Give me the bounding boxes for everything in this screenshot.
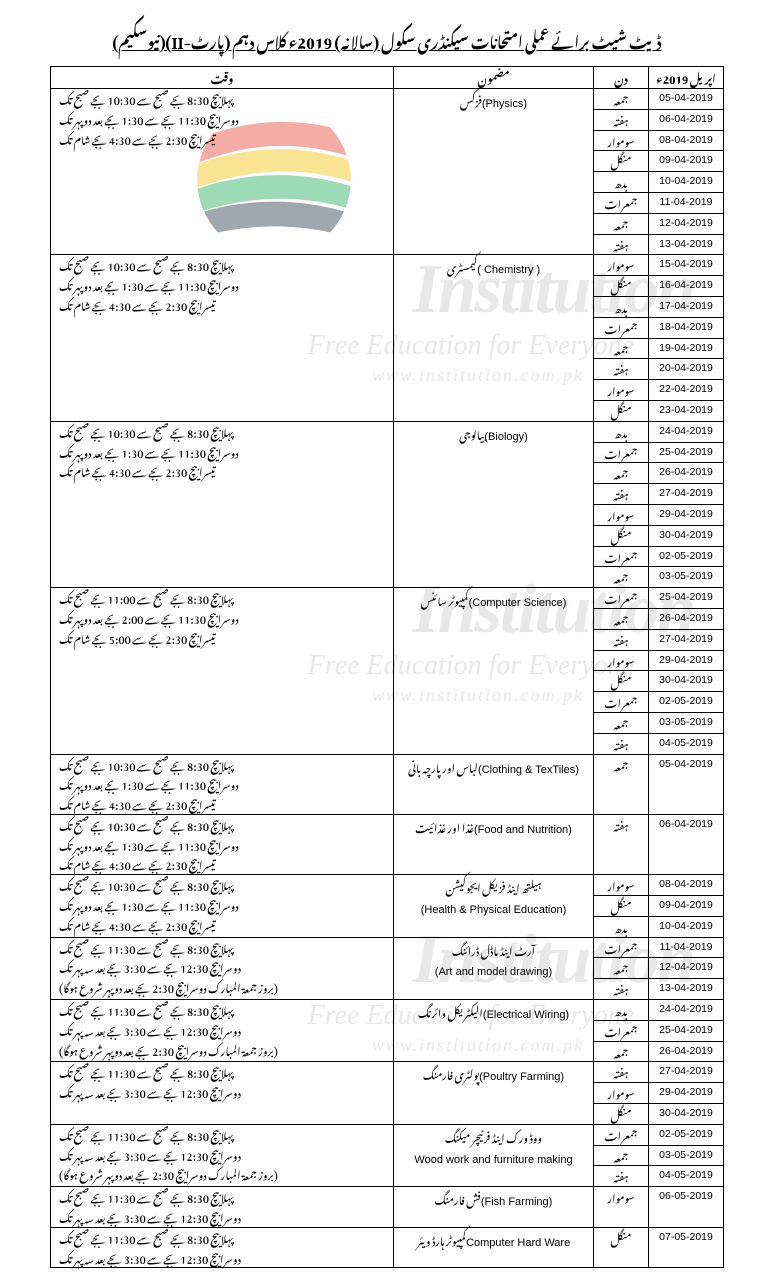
date-cell: 09-04-2019 [649,896,724,917]
time-cell: پہلا بیچ 8:30 بجے صبح سے 10:30 بجے صبح ت… [51,754,394,814]
date-cell: 07-05-2019 [649,1227,724,1268]
date-cell: 06-04-2019 [649,109,724,130]
day-cell: سوموار [594,1187,649,1228]
table-row: 07-05-2019منگلکمپیوٹر ہارڈ ویئرComputer … [51,1227,724,1268]
time-cell: پہلا بیچ 8:30 بجے صبح سے 11:30 بجے صبح ت… [51,1062,394,1124]
date-cell: 20-04-2019 [649,359,724,380]
date-cell: 12-04-2019 [649,958,724,979]
date-cell: 10-04-2019 [649,916,724,937]
date-cell: 05-04-2019 [649,89,724,110]
date-cell: 05-04-2019 [649,754,724,814]
date-cell: 09-04-2019 [649,151,724,172]
date-cell: 03-05-2019 [649,567,724,588]
table-row: 05-04-2019جمعہلباس اور پارچہ بانی(Clothi… [51,754,724,814]
date-cell: 08-04-2019 [649,130,724,151]
subject-cell: لباس اور پارچہ بانی(Clothing & TexTiles) [394,754,594,814]
time-cell: پہلا بیچ 8:30 بجے صبح سے 11:30 بجے صبح ت… [51,1000,394,1062]
date-cell: 30-04-2019 [649,1104,724,1125]
time-cell: پہلا بیچ 8:30 بجے صبح سے 11:30 بجے صبح ت… [51,1187,394,1228]
date-cell: 12-04-2019 [649,213,724,234]
subject-cell: کمپیوٹر ہارڈ ویئرComputer Hard Ware [394,1227,594,1268]
date-cell: 10-04-2019 [649,172,724,193]
date-cell: 02-05-2019 [649,1124,724,1145]
date-cell: 16-04-2019 [649,276,724,297]
col-subject: مضمون [394,67,594,89]
date-cell: 26-04-2019 [649,1041,724,1062]
date-cell: 24-04-2019 [649,1000,724,1021]
date-cell: 03-05-2019 [649,712,724,733]
date-cell: 15-04-2019 [649,255,724,276]
date-cell: 18-04-2019 [649,317,724,338]
page-title: ڈیٹ شیٹ برائے عملی امتحانات سیکنڈری سکول… [50,20,724,58]
date-cell: 25-04-2019 [649,1020,724,1041]
date-cell: 06-05-2019 [649,1187,724,1228]
subject-cell: کمپیوٹر سائنس(Computer Science) [394,588,594,754]
date-cell: 30-04-2019 [649,525,724,546]
subject-cell: فزکس(Physics) [394,89,594,255]
time-cell: پہلا بیچ 8:30 بجے صبح سے 10:30 بجے صبح ت… [51,875,394,937]
date-cell: 24-04-2019 [649,421,724,442]
date-cell: 27-04-2019 [649,629,724,650]
subject-cell: ہیلتھ اینڈ فزیکل ایجوکیشن(Health & Physi… [394,875,594,937]
subject-cell: آرٹ اینڈ ماڈل ڈرائنگ(Art and model drawi… [394,937,594,999]
day-cell: منگل [594,1227,649,1268]
subject-cell: کیمسٹری( Chemistry ) [394,255,594,421]
date-cell: 26-04-2019 [649,463,724,484]
date-cell: 02-05-2019 [649,692,724,713]
datesheet-table: اپریل 2019ء دن مضمون وقت 05-04-2019جمعہف… [50,66,724,1268]
date-cell: 04-05-2019 [649,733,724,754]
time-cell: پہلا بیچ 8:30 بجے صبح سے 11:30 بجے صبح ت… [51,937,394,999]
date-cell: 29-04-2019 [649,1083,724,1104]
date-cell: 25-04-2019 [649,442,724,463]
subject-cell: پولٹری فارمنگ(Poultry Farming) [394,1062,594,1124]
subject-cell: غذا اور غذائیت(Food and Nutrition) [394,814,594,874]
month-header: اپریل 2019ء [649,67,724,89]
date-cell: 23-04-2019 [649,400,724,421]
date-cell: 27-04-2019 [649,1062,724,1083]
time-cell: پہلا بیچ 8:30 بجے صبح سے 11:30 بجے صبح ت… [51,1124,394,1186]
date-cell: 19-04-2019 [649,338,724,359]
date-cell: 11-04-2019 [649,192,724,213]
day-cell: ہفتہ [594,814,649,874]
date-cell: 17-04-2019 [649,296,724,317]
subject-cell: فش فارمنگ(Fish Farming) [394,1187,594,1228]
date-cell: 22-04-2019 [649,380,724,401]
time-cell: پہلا بیچ 8:30 بجے صبح سے 10:30 بجے صبح ت… [51,255,394,421]
time-cell: پہلا بیچ 8:30 بجے صبح سے 10:30 بجے صبح ت… [51,814,394,874]
date-cell: 08-04-2019 [649,875,724,896]
date-cell: 06-04-2019 [649,814,724,874]
date-cell: 11-04-2019 [649,937,724,958]
date-cell: 30-04-2019 [649,671,724,692]
date-cell: 02-05-2019 [649,546,724,567]
date-cell: 29-04-2019 [649,504,724,525]
time-cell: پہلا بیچ 8:30 بجے صبح سے 11:00 بجے صبح ت… [51,588,394,754]
date-cell: 29-04-2019 [649,650,724,671]
date-cell: 25-04-2019 [649,588,724,609]
subject-cell: بیالوجی(Biology) [394,421,594,587]
time-cell: پہلا بیچ 8:30 بجے صبح سے 11:30 بجے صبح ت… [51,1227,394,1268]
time-cell: پہلا بیچ 8:30 بجے صبح سے 10:30 بجے صبح ت… [51,89,394,255]
subject-cell: الیکٹریکل وائرنگ(Electrical Wiring) [394,1000,594,1062]
date-cell: 03-05-2019 [649,1145,724,1166]
subject-cell: ووڈ ورک اینڈ فرنیچر میکنگWood work and f… [394,1124,594,1186]
date-cell: 27-04-2019 [649,484,724,505]
table-row: 06-04-2019ہفتہغذا اور غذائیت(Food and Nu… [51,814,724,874]
date-cell: 26-04-2019 [649,608,724,629]
table-row: 06-05-2019سوموارفش فارمنگ(Fish Farming)پ… [51,1187,724,1228]
time-cell: پہلا بیچ 8:30 بجے صبح سے 10:30 بجے صبح ت… [51,421,394,587]
date-cell: 13-04-2019 [649,979,724,1000]
day-cell: جمعہ [594,754,649,814]
date-cell: 13-04-2019 [649,234,724,255]
date-cell: 04-05-2019 [649,1166,724,1187]
